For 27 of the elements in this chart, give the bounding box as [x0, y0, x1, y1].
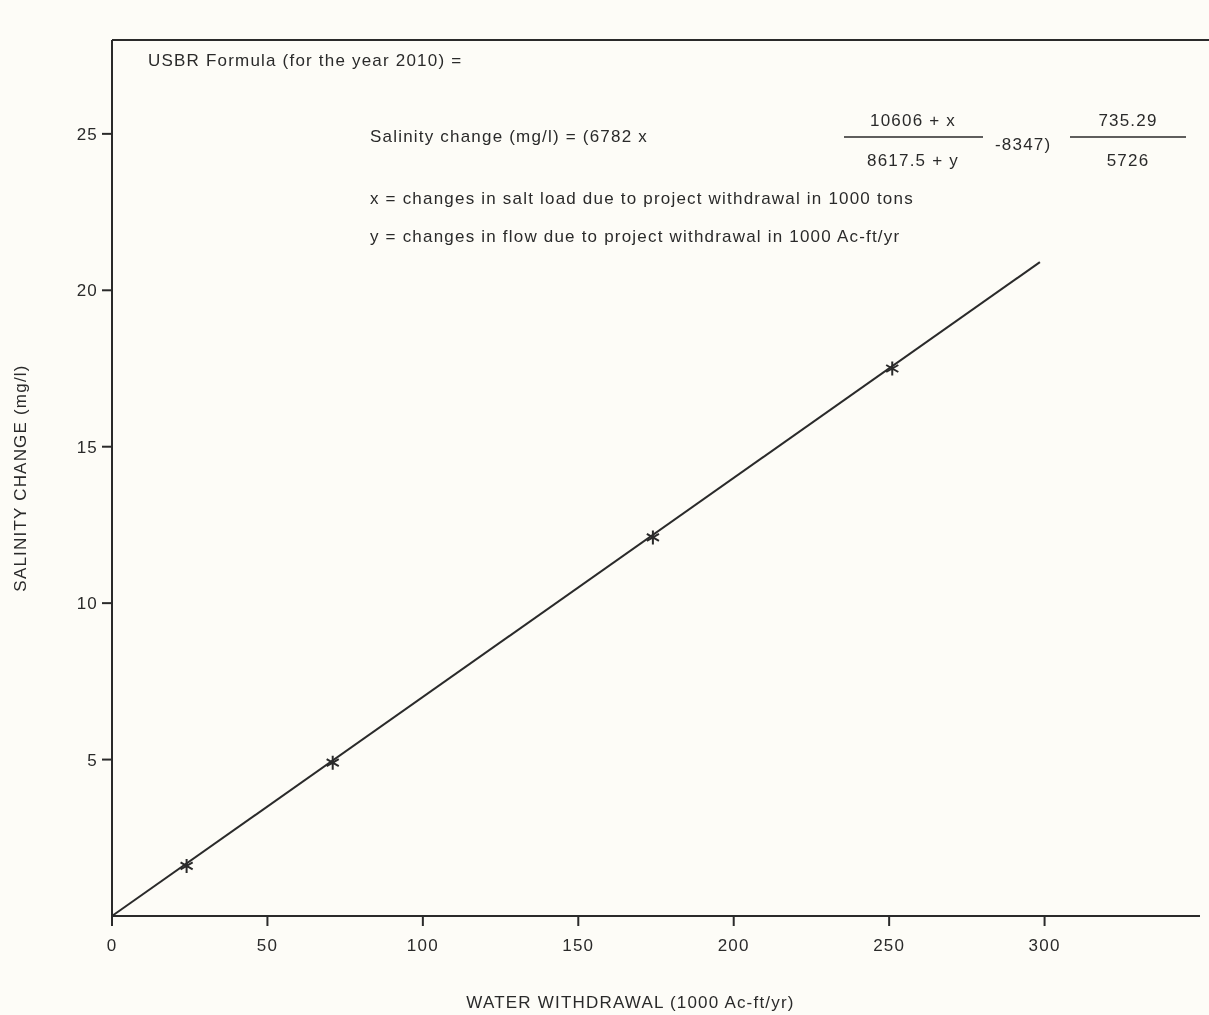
y-tick-label: 20 — [76, 281, 98, 301]
annotation: USBR Formula (for the year 2010) = — [148, 51, 463, 70]
annotation: -8347) — [995, 135, 1052, 154]
y-tick-label: 15 — [76, 437, 98, 457]
x-tick-label: 100 — [406, 936, 439, 955]
x-tick-label: 150 — [562, 936, 595, 955]
y-tick-label: 25 — [76, 124, 98, 144]
x-axis-title: WATER WITHDRAWAL (1000 Ac-ft/yr) — [466, 993, 795, 1012]
x-tick-label: 200 — [717, 936, 750, 955]
point — [645, 529, 660, 546]
x-tick-label: 300 — [1028, 936, 1061, 955]
point — [885, 360, 900, 377]
annotation: 735.29 — [1098, 111, 1158, 130]
annotation: y = changes in flow due to project withdrawal in 1000 Ac-ft/yr — [370, 227, 901, 246]
y-tick-label: 10 — [76, 594, 98, 614]
x-tick-label: 0 — [106, 936, 118, 955]
annotation: 10606 + x — [870, 111, 956, 130]
point — [179, 857, 194, 874]
x-tick-label: 50 — [256, 936, 279, 955]
x-tick-label: 250 — [873, 936, 906, 955]
annotation: 8617.5 + y — [867, 151, 959, 170]
y-tick-label: 5 — [87, 750, 98, 770]
y-axis-title: SALINITY CHANGE (mg/l) — [11, 364, 30, 592]
annotation: x = changes in salt load due to project withdrawal in 1000 tons — [370, 189, 914, 208]
point — [325, 754, 340, 771]
annotation: Salinity change (mg/l) = (6782 x — [370, 127, 648, 146]
annotation: 5726 — [1106, 151, 1150, 170]
